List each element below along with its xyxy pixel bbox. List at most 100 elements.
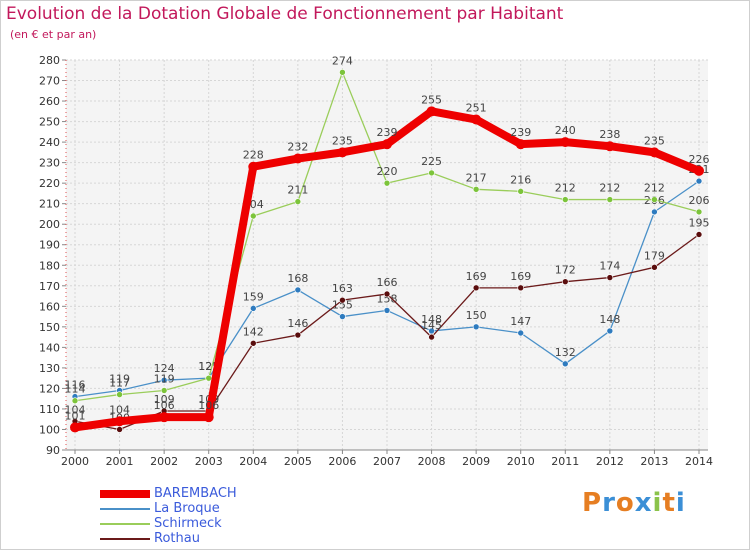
- data-label-la-broque: 124: [154, 362, 175, 375]
- legend-item-barembach[interactable]: BAREMBACH: [100, 486, 237, 501]
- data-point-la-broque: [695, 177, 703, 185]
- legend-label-rothau: Rothau: [154, 531, 200, 546]
- data-label-barembach: 226: [689, 153, 710, 166]
- data-point-rothau: [249, 339, 257, 347]
- logo-letter: x: [634, 488, 653, 518]
- data-label-la-broque: 147: [510, 315, 531, 328]
- logo-letter: i: [652, 488, 663, 518]
- data-label-la-broque: 116: [65, 379, 86, 392]
- data-point-rothau: [561, 278, 569, 285]
- data-label-la-broque: 158: [377, 292, 398, 305]
- data-point-barembach: [159, 412, 170, 423]
- data-label-rothau: 195: [689, 216, 710, 229]
- data-label-schirmeck: 114: [65, 383, 86, 396]
- data-label-rothau: 109: [154, 393, 175, 406]
- data-point-la-broque: [606, 327, 614, 335]
- data-point-la-broque: [249, 305, 257, 312]
- y-tick-label: 90: [46, 444, 60, 457]
- data-point-barembach: [515, 139, 526, 150]
- data-label-barembach: 101: [65, 409, 86, 422]
- data-point-schirmeck: [695, 208, 703, 216]
- data-label-barembach: 251: [466, 102, 487, 115]
- legend-swatch-rothau: [100, 537, 150, 540]
- legend-label-barembach: BAREMBACH: [154, 486, 237, 501]
- data-point-barembach: [382, 139, 392, 150]
- data-label-barembach: 239: [510, 126, 531, 139]
- data-label-barembach: 235: [332, 134, 353, 147]
- data-point-barembach: [426, 106, 437, 117]
- data-label-rothau: 166: [377, 276, 398, 289]
- data-label-schirmeck: 211: [287, 184, 308, 197]
- data-point-la-broque: [472, 323, 480, 331]
- data-point-rothau: [651, 264, 658, 271]
- data-label-la-broque: 168: [287, 272, 308, 285]
- data-point-la-broque: [339, 313, 346, 320]
- y-tick-label: 160: [39, 300, 60, 313]
- x-tick-label: 2001: [106, 455, 134, 468]
- data-label-schirmeck: 216: [510, 173, 531, 186]
- data-point-rothau: [517, 284, 525, 292]
- y-tick-label: 240: [39, 136, 60, 149]
- data-point-schirmeck: [294, 198, 302, 205]
- data-point-schirmeck: [428, 169, 435, 177]
- legend-item-rothau[interactable]: Rothau: [100, 531, 237, 546]
- data-point-schirmeck: [160, 387, 168, 394]
- data-point-schirmeck: [561, 196, 569, 203]
- legend-label-la-broque: La Broque: [154, 501, 220, 516]
- legend-item-schirmeck[interactable]: Schirmeck: [100, 516, 237, 531]
- legend-item-la-broque[interactable]: La Broque: [100, 501, 237, 516]
- x-tick-label: 2007: [373, 455, 401, 468]
- data-label-barembach: 232: [287, 141, 308, 154]
- x-tick-label: 2003: [195, 455, 223, 468]
- x-tick-label: 2006: [328, 455, 356, 468]
- data-label-schirmeck: 119: [154, 372, 175, 385]
- data-label-la-broque: 148: [599, 313, 620, 326]
- data-point-barembach: [70, 422, 80, 433]
- chart-title: Evolution de la Dotation Globale de Fonc…: [6, 4, 564, 24]
- data-label-rothau: 163: [332, 282, 353, 295]
- data-point-barembach: [649, 147, 660, 158]
- data-label-barembach: 239: [377, 126, 398, 139]
- y-tick-label: 280: [39, 54, 60, 67]
- y-tick-label: 260: [39, 95, 60, 108]
- y-tick-label: 230: [39, 157, 60, 170]
- data-point-barembach: [604, 141, 615, 152]
- data-point-rothau: [428, 333, 435, 341]
- y-tick-label: 130: [39, 362, 60, 375]
- x-tick-label: 2009: [462, 455, 490, 468]
- data-point-rothau: [339, 296, 346, 304]
- data-label-schirmeck: 212: [644, 182, 665, 195]
- y-tick-label: 150: [39, 321, 60, 334]
- data-label-la-broque: 119: [109, 372, 130, 385]
- y-tick-label: 200: [39, 218, 60, 231]
- legend-swatch-la-broque: [100, 507, 150, 510]
- x-tick-label: 2002: [150, 455, 178, 468]
- data-point-barembach: [337, 147, 348, 158]
- data-label-la-broque: 148: [421, 313, 442, 326]
- data-point-barembach: [203, 412, 214, 423]
- data-point-la-broque: [383, 307, 391, 314]
- y-tick-label: 210: [39, 198, 60, 211]
- x-tick-label: 2013: [640, 455, 668, 468]
- data-point-schirmeck: [606, 196, 614, 203]
- data-label-rothau: 104: [65, 403, 86, 416]
- data-point-la-broque: [294, 286, 302, 294]
- data-label-schirmeck: 225: [421, 155, 442, 168]
- data-label-barembach: 106: [154, 399, 175, 412]
- data-label-rothau: 172: [555, 264, 576, 277]
- x-tick-label: 2012: [596, 455, 624, 468]
- y-tick-label: 190: [39, 239, 60, 252]
- data-point-schirmeck: [339, 69, 346, 76]
- data-label-rothau: 169: [466, 270, 487, 283]
- data-point-la-broque: [651, 208, 658, 216]
- legend: BAREMBACH La Broque Schirmeck Rothau: [100, 486, 237, 546]
- data-label-barembach: 104: [109, 403, 130, 416]
- y-tick-label: 220: [39, 177, 60, 190]
- data-point-schirmeck: [472, 186, 480, 193]
- logo-letter: o: [615, 488, 635, 518]
- data-label-rothau: 146: [287, 317, 308, 330]
- data-point-schirmeck: [71, 397, 79, 405]
- data-label-schirmeck: 117: [109, 377, 130, 390]
- x-tick-label: 2010: [507, 455, 535, 468]
- y-tick-label: 140: [39, 341, 60, 354]
